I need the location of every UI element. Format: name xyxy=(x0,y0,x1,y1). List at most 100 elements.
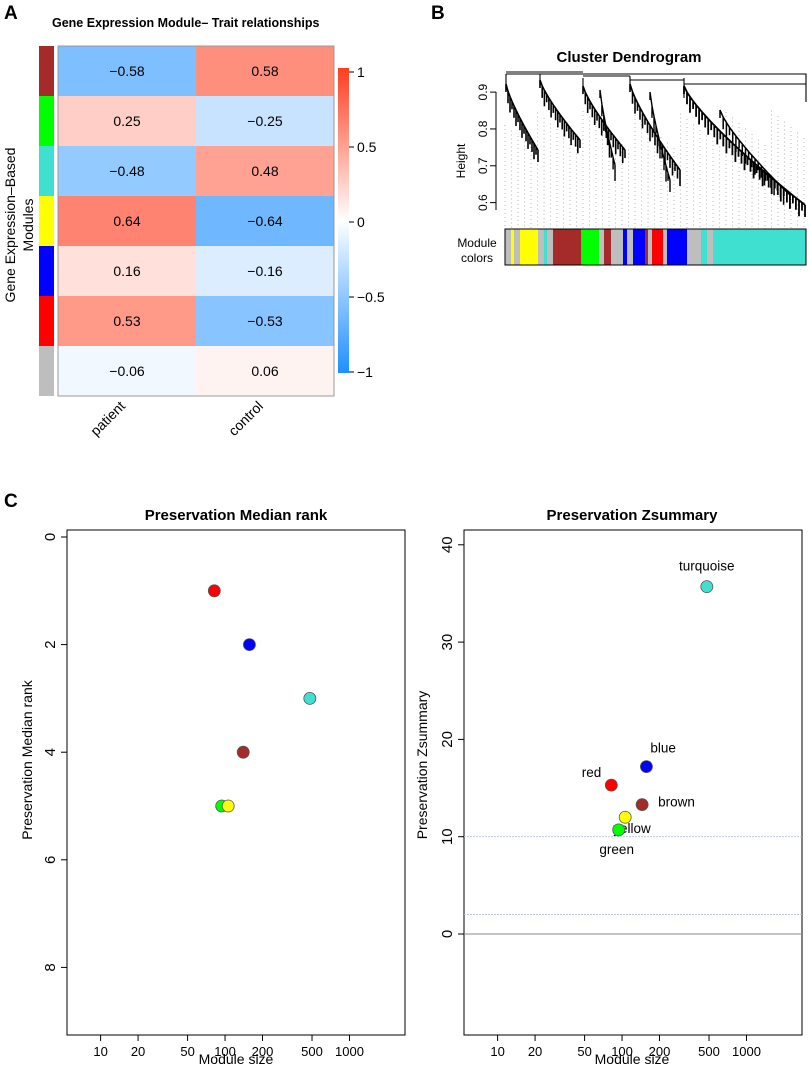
panel-b: B Cluster Dendrogram Height 0.6 0.7 0.8 0.9… xyxy=(431,3,807,266)
panel-c-letter: C xyxy=(4,491,18,512)
point-turquoise xyxy=(700,580,714,594)
heatmap-ylabel-line1: Gene Expression–Based xyxy=(2,148,18,303)
module-swatch xyxy=(39,46,54,96)
zsummary-axes: 10 20 50 100 200 500 1000 0 10 20 30 40 xyxy=(439,536,761,1059)
zsummary-title: Preservation Zsummary xyxy=(547,507,719,524)
heatmap-cell xyxy=(58,346,196,396)
module-swatch xyxy=(39,296,54,346)
module-colors-border xyxy=(504,228,807,266)
heatmap-cell xyxy=(58,146,196,196)
module-swatch xyxy=(39,96,54,146)
x-tick-label: 10 xyxy=(93,1044,107,1059)
dendrogram-branch xyxy=(649,91,671,192)
point-label-blue: blue xyxy=(650,741,676,756)
heatmap-cell xyxy=(196,146,334,196)
module-color-segment xyxy=(713,229,806,265)
heatmap-cell-value: 0.58 xyxy=(251,63,278,79)
median-rank-points xyxy=(207,584,317,813)
x-tick-label: 200 xyxy=(252,1044,274,1059)
y-tick-label: 4 xyxy=(42,748,59,756)
module-color-segment xyxy=(520,229,538,265)
y-tick-label: 6 xyxy=(42,856,59,864)
y-tick-label: 0 xyxy=(439,930,456,938)
module-swatch xyxy=(39,196,54,246)
point-green xyxy=(612,823,626,837)
point-brown xyxy=(635,798,649,811)
x-tick-label: 50 xyxy=(577,1044,591,1059)
zsummary-xlabel: Module size xyxy=(595,1051,670,1067)
module-color-segment xyxy=(627,229,633,265)
dendrogram-branch xyxy=(719,109,791,207)
module-swatch xyxy=(39,246,54,296)
x-tick-label: 20 xyxy=(528,1044,542,1059)
y-tick-label: 20 xyxy=(439,731,456,748)
heatmap-cell-value: −0.64 xyxy=(247,213,283,229)
heatmap-grid: −0.58 0.58 0.25 −0.25 −0.48 0.48 0.64 −0.64 0.16… xyxy=(39,46,334,396)
heatmap-cell-value: 0.06 xyxy=(251,363,278,379)
dendrogram-ytick-label: 0.9 xyxy=(476,83,490,100)
module-color-segment xyxy=(604,229,611,265)
x-tick-label: 1000 xyxy=(732,1044,761,1059)
dendrogram-branch xyxy=(599,89,616,181)
module-color-segment xyxy=(648,229,652,265)
y-tick-label: 40 xyxy=(439,536,456,553)
module-color-segment xyxy=(511,229,514,265)
point-label-brown: brown xyxy=(658,795,695,810)
median-rank-title: Preservation Median rank xyxy=(145,507,328,524)
module-colors-bar xyxy=(505,229,806,265)
module-swatch xyxy=(39,146,54,196)
dendrogram-branch xyxy=(505,83,539,162)
dendrogram-branch xyxy=(629,83,681,186)
module-color-segment xyxy=(514,229,520,265)
dendrogram-branch xyxy=(506,71,806,85)
y-tick-label: 2 xyxy=(42,640,59,648)
heatmap-title: Gene Expression Module– Trait relationsh… xyxy=(52,16,319,30)
module-color-segment xyxy=(652,229,663,265)
trait-label-patient: patient xyxy=(87,398,128,439)
zsummary-plot-frame xyxy=(463,529,803,1036)
panel-b-letter: B xyxy=(431,3,445,24)
x-tick-label: 10 xyxy=(490,1044,504,1059)
heatmap-colorbar xyxy=(338,68,349,373)
median-rank-plot-frame xyxy=(66,529,406,1036)
point-yellow xyxy=(221,799,235,813)
dendrogram-ytick-label: 0.8 xyxy=(476,120,490,137)
module-color-segment xyxy=(553,229,581,265)
heatmap-cell-value: −0.53 xyxy=(247,313,283,329)
heatmap-cell-value: −0.58 xyxy=(109,63,145,79)
heatmap-cell xyxy=(196,296,334,346)
heatmap-cell-value: −0.48 xyxy=(109,163,145,179)
heatmap-cell-value: −0.16 xyxy=(247,263,283,279)
dendrogram-leaf-drops xyxy=(504,110,805,228)
x-tick-label: 20 xyxy=(131,1044,145,1059)
point-label-green: green xyxy=(599,842,634,857)
median-rank-ylabel: Preservation Median rank xyxy=(19,679,35,840)
heatmap-cell xyxy=(58,196,196,246)
point-blue xyxy=(640,760,653,774)
module-color-segment xyxy=(663,229,667,265)
panel-a-letter: A xyxy=(4,3,18,24)
dendrogram-ytick-label: 0.6 xyxy=(476,194,490,211)
module-color-segment xyxy=(544,229,547,265)
x-tick-label: 50 xyxy=(180,1044,194,1059)
colorbar-tick-label: 0.5 xyxy=(357,139,377,155)
module-color-segment xyxy=(645,229,648,265)
trait-label-control: control xyxy=(225,398,266,439)
x-tick-label: 200 xyxy=(649,1044,671,1059)
heatmap-cell xyxy=(196,96,334,146)
point-blue xyxy=(243,638,256,651)
heatmap-ylabel-line2: Modules xyxy=(20,199,36,252)
module-colors-label-1: Module xyxy=(457,236,497,250)
heatmap-cell xyxy=(196,46,334,96)
module-color-segment xyxy=(538,229,544,265)
panel-c: C Preservation Median rank 10 20 50 10 0 200 5… xyxy=(4,491,803,1067)
zsummary-reference-lines xyxy=(464,836,802,935)
dendrogram-yticks: 0.6 0.7 0.8 0.9 xyxy=(476,83,496,211)
dendrogram-tree xyxy=(505,71,807,217)
dendrogram-ylabel: Height xyxy=(454,143,468,178)
module-color-segment xyxy=(667,229,687,265)
y-tick-label: 8 xyxy=(42,963,59,971)
module-color-segment xyxy=(701,229,707,265)
module-color-segment xyxy=(581,229,599,265)
